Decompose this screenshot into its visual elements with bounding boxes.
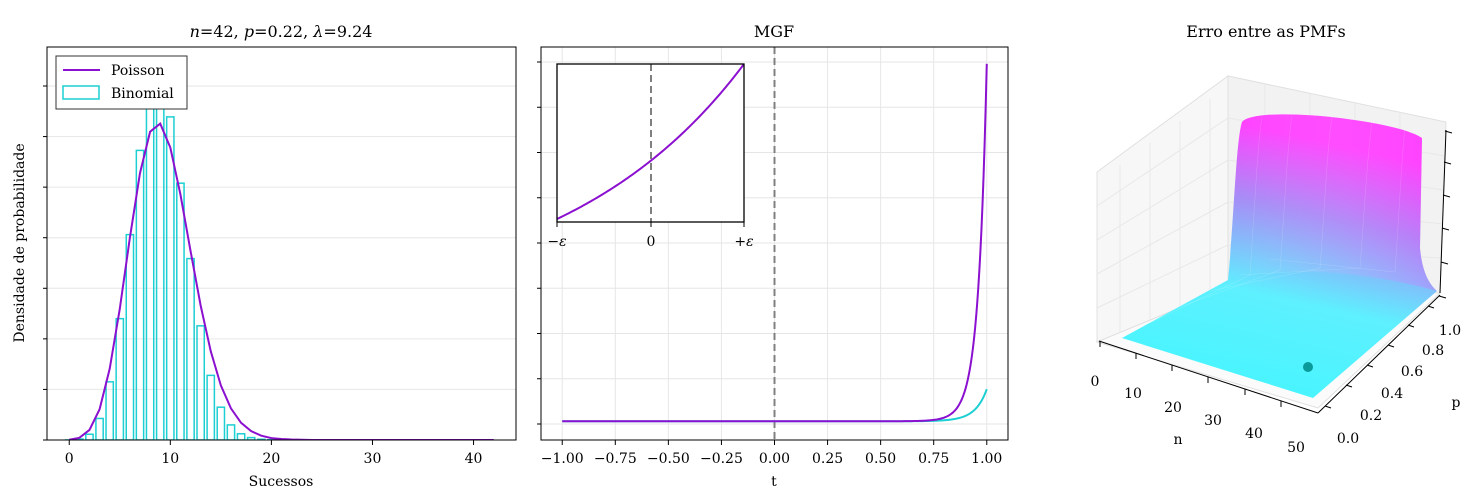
legend-binomial-swatch [62,85,100,100]
n-tick-30: 30 [1204,413,1222,429]
poisson-line [69,121,494,440]
histogram-title: n=42, p=0.22, λ=9.24 [190,22,373,41]
binomial-bar [206,374,216,440]
histogram-xtick-label: 20 [262,451,280,467]
mgf-xtick-label: −1.00 [541,451,584,467]
binomial-bar [105,381,115,440]
mgf-xtick-label: −0.25 [700,451,743,467]
mgf-xtick-label: −0.75 [594,451,637,467]
p-tick-1.0: 1.0 [1439,323,1461,339]
binomial-bar [115,317,125,440]
legend-binomial-label: Binomial [111,86,174,102]
binomial-bar [125,233,135,440]
inset-tick-zero: 0 [647,234,656,250]
mgf-title: MGF [754,22,794,41]
binomial-bars [64,80,296,440]
histogram-panel: n=42, p=0.22, λ=9.24 0 10 20 30 40 Sucessos … [12,22,517,490]
surface-panel: Erro entre as PMFs [1091,22,1462,456]
mgf-inset: −ε 0 +ε [547,63,754,250]
surface-title: Erro entre as PMFs [1186,22,1345,41]
binomial-bar [165,116,175,440]
binomial-bar [196,325,206,440]
surface-ylabel: p [1452,395,1461,411]
histogram-xlabel: Sucessos [249,474,314,490]
surface-xlabel: n [1173,432,1182,448]
histogram-grid [47,85,516,390]
p-tick-0.6: 0.6 [1401,364,1423,380]
legend-poisson-label: Poisson [111,63,165,79]
mgf-xtick-label: 0.25 [812,451,843,467]
inset-tick-minus-eps: −ε [547,234,566,250]
surface-z-axis [1438,129,1453,299]
surface-n-axis: 0 10 20 30 40 50 n [1091,340,1319,456]
binomial-bar [226,424,236,440]
histogram-frame [46,46,517,441]
mgf-panel: MGF −1.00 −0.75 −0.50 −0.25 0.00 0.25 0.50 0.75… [537,22,1009,490]
histogram-xtick-label: 10 [161,451,179,467]
binomial-bar [236,433,246,440]
surface-p-axis: 0.0 0.2 0.4 0.6 0.8 1.0 p [1317,294,1461,447]
binomial-bar [176,182,185,440]
p-tick-0: 0.0 [1337,431,1359,447]
mgf-xtick-label: −0.50 [647,451,690,467]
mgf-xtick-label: 1.00 [971,451,1002,467]
n-tick-40: 40 [1245,426,1263,442]
mgf-ticks: −1.00 −0.75 −0.50 −0.25 0.00 0.25 0.50 0.75 1.00 [537,61,1002,467]
mgf-xlabel: t [771,474,777,490]
mgf-xtick-label: 0.75 [918,451,949,467]
histogram-xtick-label: 40 [465,451,483,467]
n-tick-0: 0 [1091,374,1100,390]
p-tick-0.4: 0.4 [1381,386,1403,402]
n-tick-10: 10 [1124,386,1142,402]
binomial-bar [155,80,165,440]
histogram-xtick-label: 0 [65,451,74,467]
inset-tick-plus-eps: +ε [734,234,753,250]
histogram-ticks: 0 10 20 30 40 [43,85,483,467]
p-tick-0.8: 0.8 [1422,343,1444,359]
n-tick-20: 20 [1164,400,1182,416]
mgf-poisson-line [562,63,988,423]
histogram-legend: Poisson Binomial [55,55,188,110]
inset-poisson-line [557,64,744,220]
binomial-bar [186,257,195,440]
mgf-xtick-label: 0.00 [759,451,790,467]
surface-marker [1303,362,1313,372]
p-tick-0.2: 0.2 [1360,408,1382,424]
histogram-ylabel: Densidade de probabilidade [12,143,28,342]
binomial-bar [216,406,226,440]
binomial-bar [85,433,94,440]
histogram-xtick-label: 30 [364,451,382,467]
mgf-grid [541,47,1008,440]
mgf-xtick-label: 0.50 [865,451,896,467]
binomial-bar [95,417,104,440]
legend-box [55,55,188,110]
n-tick-50: 50 [1287,440,1305,456]
